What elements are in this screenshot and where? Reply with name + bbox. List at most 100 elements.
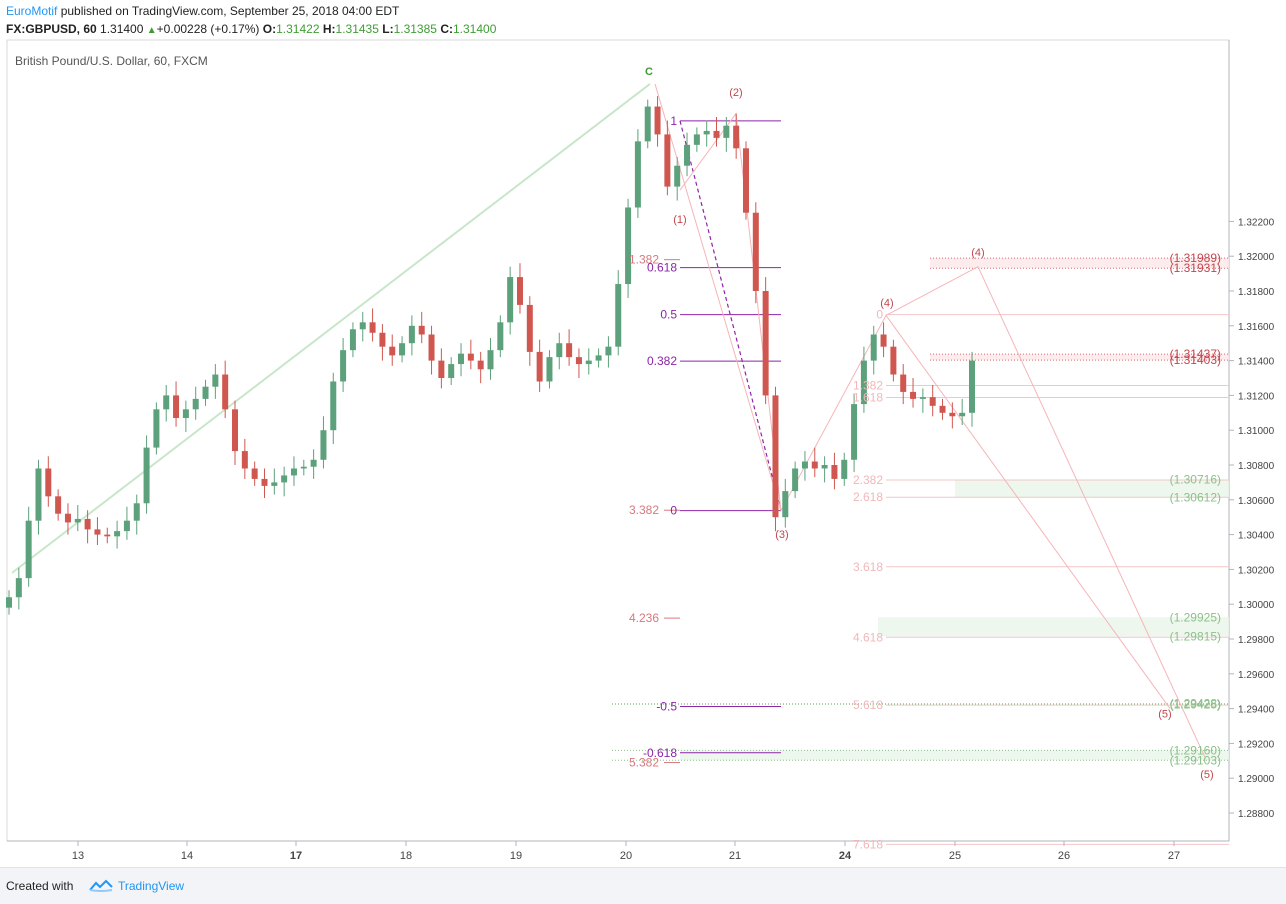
y-axis-tick-label: 1.28800 <box>1238 809 1275 820</box>
fib-pink-label: 3.382 <box>629 503 659 517</box>
wave-label: (4) <box>971 247 984 259</box>
candle-body <box>25 520 32 579</box>
candle-body <box>349 329 356 351</box>
open-value: 1.31422 <box>276 22 320 36</box>
fib-pale-label: 0 <box>876 308 883 322</box>
candle-body <box>114 531 121 537</box>
candle-body <box>300 466 307 469</box>
wave-label: (3) <box>775 529 788 541</box>
candle-body <box>497 322 504 351</box>
x-axis-tick-label: 19 <box>510 850 522 862</box>
close-value: 1.31400 <box>452 22 497 36</box>
plot-area <box>6 39 1230 842</box>
candle-body <box>310 459 317 467</box>
y-axis-tick-label: 1.29800 <box>1238 635 1275 646</box>
target-label: (1.29103) <box>1170 753 1221 767</box>
x-axis-tick-label: 24 <box>839 850 852 862</box>
target-label: (1.31437) <box>1170 347 1221 361</box>
candle-body <box>811 461 818 469</box>
y-axis-tick-label: 1.31000 <box>1238 426 1275 437</box>
candle-body <box>880 334 887 347</box>
published-text: published on TradingView.com, September … <box>60 4 400 18</box>
created-with-text: Created with <box>6 879 74 893</box>
candle-body <box>330 381 337 431</box>
candle-body <box>467 353 474 361</box>
fib-pale-label: 1.618 <box>853 390 883 404</box>
target-label: (1.31403) <box>1170 353 1221 367</box>
candle-body <box>64 513 71 523</box>
fib-pink-label: 5.382 <box>629 756 659 770</box>
candle-body <box>153 409 160 448</box>
fib-pale-label: 4.618 <box>853 630 883 644</box>
candle-body <box>320 430 327 460</box>
candle-body <box>664 134 671 187</box>
candle-body <box>693 134 700 145</box>
candle-body <box>526 304 533 352</box>
candle-body <box>123 520 130 532</box>
candle-body <box>94 529 101 535</box>
publisher-link[interactable]: EuroMotif <box>6 4 58 18</box>
target-label: (1.29425) <box>1170 697 1221 711</box>
candle-body <box>84 518 91 530</box>
candle-body <box>458 353 465 365</box>
tradingview-link[interactable]: TradingView <box>118 879 185 893</box>
x-axis-tick-label: 20 <box>620 850 632 862</box>
high-value: 1.31435 <box>335 22 379 36</box>
candle-body <box>359 322 366 330</box>
candle-body <box>595 355 602 361</box>
trend-line <box>11 83 651 574</box>
candle-body <box>251 468 258 479</box>
fib-purple-label: 1 <box>670 114 677 128</box>
candle-body <box>536 351 543 382</box>
target-label: (1.30612) <box>1170 491 1221 505</box>
candle-body <box>448 364 455 378</box>
candle-body <box>74 518 81 523</box>
fib-purple-label: 0.5 <box>660 308 677 322</box>
candle-body <box>281 475 288 483</box>
candle-body <box>202 386 209 399</box>
candle-body <box>408 325 415 344</box>
candle-body <box>340 350 347 382</box>
candle-body <box>821 465 828 469</box>
candle-body <box>507 277 514 323</box>
y-axis-tick-label: 1.30400 <box>1238 531 1275 542</box>
fib-purple-label: -0.618 <box>643 746 677 760</box>
candle-body <box>762 291 769 396</box>
tradingview-logo-icon <box>89 879 113 892</box>
y-axis-tick-label: 1.31400 <box>1238 357 1275 368</box>
candle-body <box>870 334 877 361</box>
candle-body <box>556 343 563 358</box>
candle-body <box>45 468 52 497</box>
candle-body <box>851 404 858 460</box>
wave-label: (1) <box>673 214 686 226</box>
candle-body <box>959 412 966 417</box>
chart-title: British Pound/U.S. Dollar, 60, FXCM <box>15 54 208 68</box>
y-axis-tick-label: 1.30600 <box>1238 496 1275 507</box>
price-change: +0.00228 (+0.17%) <box>156 22 260 36</box>
symbol-line: FX:GBPUSD, 60 1.31400 ▲+0.00228 (+0.17%)… <box>6 22 496 36</box>
candle-body <box>379 332 386 347</box>
candle-body <box>173 395 180 419</box>
y-axis-tick-label: 1.31200 <box>1238 391 1275 402</box>
candle-body <box>418 325 425 335</box>
candle-body <box>890 346 897 375</box>
high-label: H: <box>322 22 336 36</box>
target-label: (1.30716) <box>1170 473 1221 487</box>
candle-body <box>949 412 956 417</box>
price-chart[interactable]: British Pound/U.S. Dollar, 60, FXCM 0 1.3… <box>0 0 1286 866</box>
y-axis-tick-label: 1.30800 <box>1238 461 1275 472</box>
candle-body <box>15 578 22 598</box>
candle-body <box>900 374 907 392</box>
x-axis-tick-label: 17 <box>290 850 302 862</box>
y-axis-tick-label: 1.30000 <box>1238 600 1275 611</box>
candle-body <box>919 397 926 399</box>
candle-body <box>605 346 612 356</box>
x-axis-tick-label: 26 <box>1058 850 1070 862</box>
publisher-line: EuroMotif published on TradingView.com, … <box>6 4 399 18</box>
x-axis-tick-label: 27 <box>1168 850 1180 862</box>
candle-body <box>969 360 975 413</box>
wave-projection <box>885 315 1171 709</box>
candle-body <box>654 106 661 135</box>
candle-body <box>369 322 376 333</box>
target-zone <box>930 354 1229 361</box>
